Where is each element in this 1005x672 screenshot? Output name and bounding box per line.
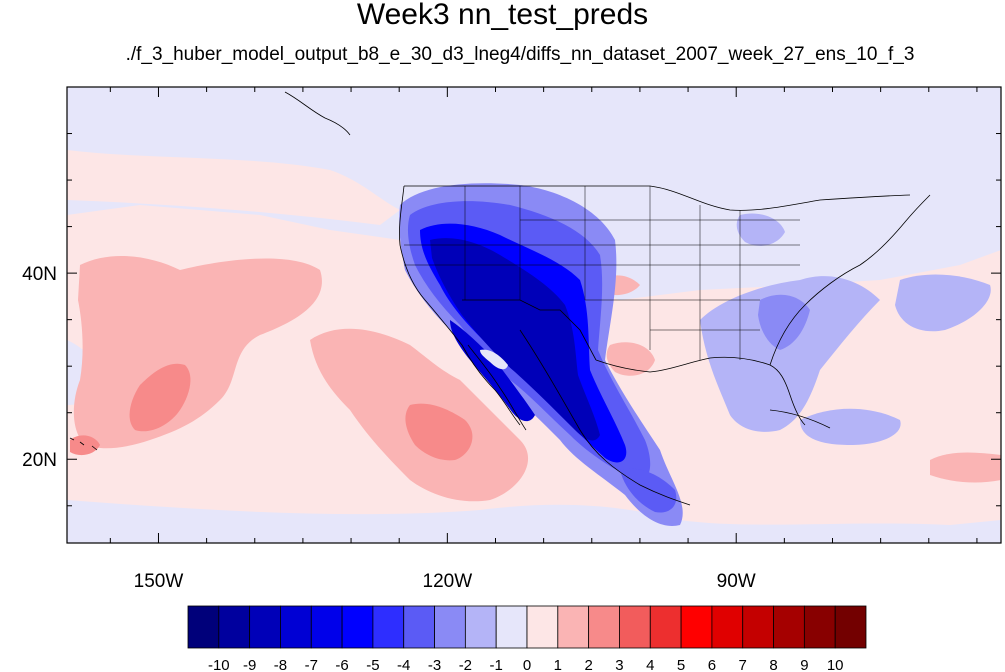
colorbar-swatch	[680, 605, 713, 649]
colorbar-swatch	[434, 605, 466, 649]
field-light-blue-south	[67, 500, 1001, 543]
x-tick-label: 150W	[134, 571, 184, 592]
cuba-line	[769, 409, 831, 429]
y-tick-label: 40N	[22, 264, 57, 285]
colorbar-label: 8	[769, 657, 777, 672]
west-coast-line	[399, 185, 521, 426]
field-pink-gulf	[606, 342, 655, 376]
colorbar-swatch	[803, 605, 836, 649]
east-coast-line	[769, 194, 931, 366]
field-pink-east-pacific	[930, 452, 1001, 483]
colorbar-swatch	[403, 605, 435, 649]
colorbar-swatch	[280, 605, 312, 649]
colorbar-label: 2	[584, 657, 592, 672]
colorbar-swatch	[742, 605, 774, 649]
colorbar-label: -9	[243, 657, 256, 672]
colorbar-swatch	[341, 605, 374, 649]
state-lines	[404, 186, 800, 360]
colorbar-swatch	[588, 605, 620, 649]
colorbar	[187, 605, 867, 649]
us-canada-border	[404, 185, 911, 211]
colorbar-label: 6	[708, 657, 716, 672]
colorbar-label: 3	[615, 657, 623, 672]
x-tick-label: 120W	[423, 571, 473, 592]
colorbar-label: 0	[523, 657, 531, 672]
field-red-pacific-1	[129, 363, 191, 432]
colorbar-swatch	[649, 605, 682, 649]
coastline-layer	[69, 91, 931, 506]
colorbar-swatch	[711, 605, 744, 649]
colorbar-label: -4	[397, 657, 410, 672]
colorbar-label: -3	[428, 657, 441, 672]
map-title: Week3 nn_test_preds	[356, 0, 649, 31]
colorbar-label: 1	[554, 657, 562, 672]
colorbar-label: -7	[305, 657, 318, 672]
field-red-hawaii	[70, 435, 100, 456]
y-tick-label: 20N	[22, 450, 57, 471]
mexico-west-coast	[519, 329, 691, 506]
field-blue-southeast	[758, 294, 810, 350]
x-tick-label: 90W	[717, 571, 756, 592]
tick-marks	[67, 87, 1001, 543]
plot-frame	[66, 86, 1002, 544]
field-blue-east-us	[700, 276, 880, 432]
colorbar-label: 4	[646, 657, 654, 672]
field-light-pink-band	[67, 150, 400, 225]
baja-coast-line	[467, 344, 527, 431]
colorbar-swatch	[619, 605, 651, 649]
colorbar-swatch	[557, 605, 590, 649]
colorbar-swatch	[773, 605, 805, 649]
colorbar-label: 9	[800, 657, 808, 672]
colorbar-label: 7	[739, 657, 747, 672]
colorbar-label: -5	[366, 657, 379, 672]
colorbar-swatch	[372, 605, 405, 649]
map-plot-area	[67, 87, 1001, 543]
colorbar-label: -1	[490, 657, 503, 672]
colorbar-label: -8	[274, 657, 287, 672]
field-blue-central-am	[620, 468, 677, 513]
field-blue-baja	[450, 320, 535, 422]
colorbar-label: 5	[677, 657, 685, 672]
hawaii-islands	[69, 437, 98, 451]
colorbar-swatch	[218, 605, 251, 649]
us-mexico-border	[462, 299, 597, 361]
field-blue-atlantic	[895, 274, 991, 332]
colorbar-labels: -10 -9 -8 -7 -6 -5 -4 -3 -2 -1 0 1 2 3 4 5 6 7 8 9 10	[208, 657, 844, 672]
alaska-coast-line	[284, 91, 351, 136]
colorbar-swatch	[249, 605, 281, 649]
colorbar-swatch	[834, 605, 867, 649]
colorbar-label: 10	[827, 657, 844, 672]
field-light-blue-gulf-of-calif	[480, 349, 508, 370]
colorbar-label: -6	[335, 657, 348, 672]
map-subtitle: ./f_3_huber_model_output_b8_e_30_d3_lneg…	[125, 44, 915, 65]
field-blue-west-core	[430, 238, 600, 441]
colorbar-swatch	[464, 605, 497, 649]
field-blue-northeast	[736, 213, 785, 246]
colorbar-label: -10	[208, 657, 230, 672]
colorbar-swatch	[187, 605, 220, 649]
field-red-pacific-2	[405, 403, 473, 461]
colorbar-swatch	[495, 605, 528, 649]
tick-labels: 150W 120W 90W 40N 20N	[22, 264, 756, 592]
field-blue-caribbean	[800, 408, 901, 445]
colorbar-label: -2	[459, 657, 472, 672]
colorbar-swatch	[526, 605, 559, 649]
colorbar-swatch	[310, 605, 343, 649]
